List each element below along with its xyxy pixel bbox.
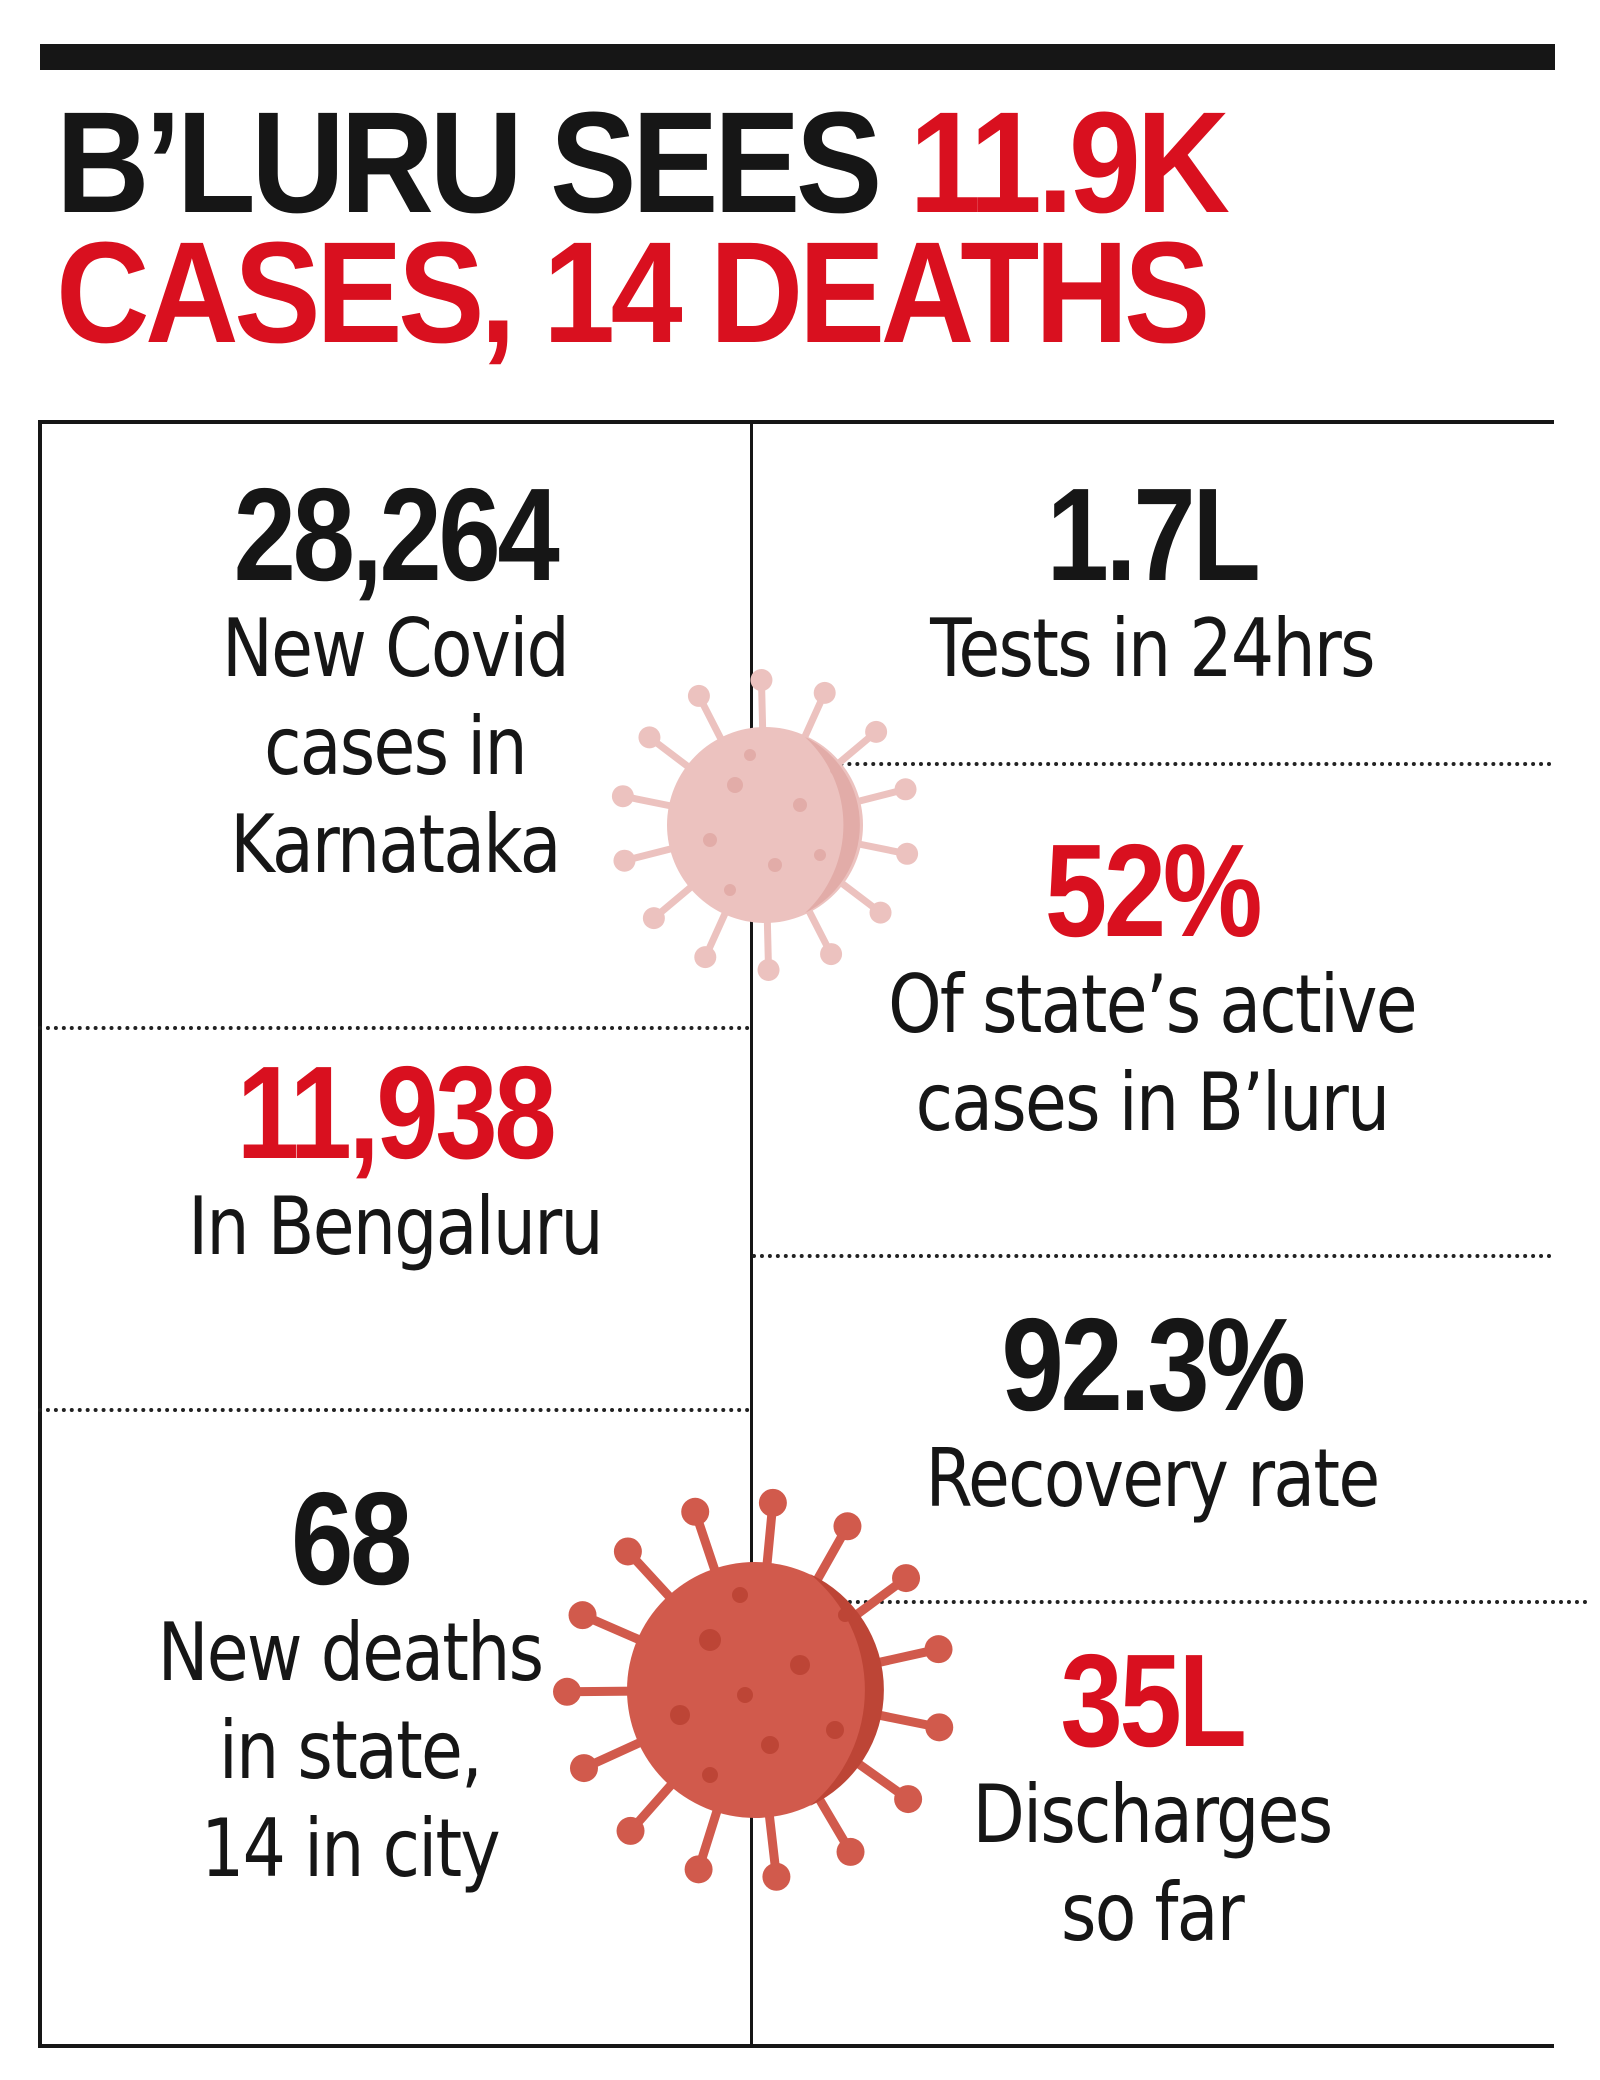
stat-active-share-value: 52% <box>1044 817 1263 964</box>
headline: B’LURU SEES 11.9K CASES, 14 DEATHS <box>56 91 1406 373</box>
stat-discharges: 35L Discharges so far <box>752 1627 1552 1962</box>
stat-bengaluru-cases-value: 11,938 <box>236 1039 557 1186</box>
stat-recovery-rate-label: Recovery rate <box>925 1432 1381 1525</box>
headline-highlight-figure: 11.9K <box>909 82 1230 243</box>
stat-active-share-label: Of state’s active cases in B’luru <box>888 958 1417 1149</box>
stat-new-deaths-value: 68 <box>290 1465 412 1612</box>
headline-part1: B’LURU SEES <box>56 82 910 243</box>
stat-recovery-rate: 92.3% Recovery rate <box>752 1291 1552 1528</box>
stat-tests: 1.7L Tests in 24hrs <box>752 461 1552 698</box>
stat-discharges-value: 35L <box>1060 1627 1247 1774</box>
stat-tests-value: 1.7L <box>1046 461 1261 608</box>
stat-active-share: 52% Of state’s active cases in B’luru <box>752 817 1552 1152</box>
stat-new-cases-label: New Covid cases in Karnataka <box>221 602 570 891</box>
separator-left-2 <box>38 1408 750 1412</box>
stat-new-deaths-label: New deaths in state, 14 in city <box>157 1606 544 1895</box>
stat-discharges-label: Discharges so far <box>972 1768 1333 1959</box>
stat-recovery-rate-value: 92.3% <box>1001 1291 1306 1438</box>
stat-new-cases-value: 28,264 <box>233 461 560 608</box>
column-divider <box>750 420 753 2044</box>
separator-left-1 <box>38 1026 750 1030</box>
headline-highlight-line2: CASES, 14 DEATHS <box>56 212 1210 373</box>
stat-new-cases: 28,264 New Covid cases in Karnataka <box>40 461 750 894</box>
virus-icon-faded <box>611 669 919 981</box>
separator-right-3 <box>752 1600 1588 1604</box>
stats-frame <box>38 420 1554 2048</box>
virus-icon <box>553 1488 954 1891</box>
stat-new-deaths: 68 New deaths in state, 14 in city <box>40 1465 660 1898</box>
separator-right-2 <box>752 1254 1552 1258</box>
separator-right-1 <box>752 762 1552 766</box>
top-rule <box>40 44 1555 70</box>
stat-bengaluru-cases: 11,938 In Bengaluru <box>40 1039 750 1276</box>
stat-tests-label: Tests in 24hrs <box>930 602 1375 695</box>
stat-bengaluru-cases-label: In Bengaluru <box>188 1180 604 1273</box>
